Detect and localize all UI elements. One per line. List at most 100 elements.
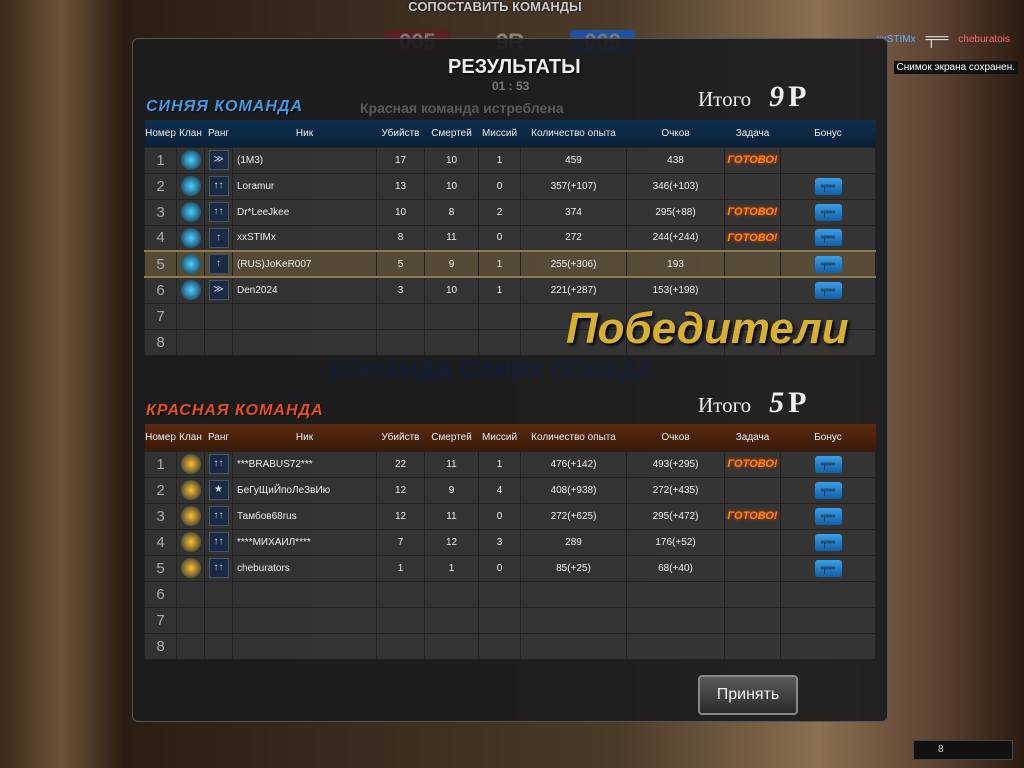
exp-cell — [520, 328, 627, 356]
bonus-weapon-icon[interactable]: ╤═ — [814, 229, 842, 247]
column-header[interactable]: Клан — [176, 424, 205, 451]
column-header[interactable]: Убийств — [376, 424, 425, 451]
task-cell — [724, 328, 781, 356]
player-nick — [232, 302, 377, 330]
column-header[interactable]: Очков — [626, 120, 725, 147]
eliminated-message: Красная команда истреблена — [360, 100, 564, 116]
bonus-weapon-icon[interactable]: ╤═ — [814, 559, 842, 577]
row-number: 6 — [144, 580, 177, 608]
player-row[interactable]: 5 ↑↑ cheburators 1 1 0 85(+25) 68(+40) ╤═ — [144, 554, 876, 582]
player-row[interactable]: 4 ↑↑ ****МИХАИЛ**** 7 12 3 289 176(+52) ╤═ — [144, 528, 876, 556]
kills-cell: 22 — [376, 450, 425, 478]
missions-cell: 3 — [478, 528, 521, 556]
blue-team-name: СИНЯЯ КОМАНДА — [146, 98, 304, 115]
task-cell — [724, 276, 781, 304]
kills-cell: 17 — [376, 146, 425, 174]
bonus-cell: ╤═ — [780, 502, 876, 530]
bonus-weapon-icon[interactable]: ╤═ — [814, 255, 842, 273]
row-number: 2 — [144, 172, 177, 200]
points-cell: 193 — [626, 250, 725, 278]
points-cell: 153(+198) — [626, 276, 725, 304]
column-header[interactable]: Номер — [144, 120, 177, 147]
player-row[interactable]: 1 ≫ (1M3) 17 10 1 459 438 ГОТОВО! — [144, 146, 876, 174]
bonus-cell — [780, 328, 876, 356]
deaths-cell — [424, 328, 479, 356]
bonus-cell: ╤═ — [780, 528, 876, 556]
points-cell: 244(+244) — [626, 224, 725, 252]
kill-feed: xxSTIMx ╤═ cheburatois — [877, 30, 1010, 48]
bonus-cell — [780, 580, 876, 608]
bonus-weapon-icon[interactable]: ╤═ — [814, 533, 842, 551]
column-header[interactable]: Задача — [724, 120, 781, 147]
bonus-weapon-icon[interactable]: ╤═ — [814, 507, 842, 525]
column-header[interactable]: Смертей — [424, 424, 479, 451]
rank-cell: ≫ — [204, 146, 233, 174]
kills-cell: 12 — [376, 476, 425, 504]
player-row[interactable]: 2 ↑↑ Loramur 13 10 0 357(+107) 346(+103) ╤═ — [144, 172, 876, 200]
kills-cell: 3 — [376, 276, 425, 304]
column-header[interactable]: Ник — [232, 120, 377, 147]
victory-banner: КОМАНДА СИНИХ ПОБЕДА — [330, 357, 655, 384]
deaths-cell: 10 — [424, 172, 479, 200]
rank-arrows-icon: ↑↑ — [208, 454, 229, 474]
bonus-weapon-icon[interactable]: ╤═ — [814, 281, 842, 299]
column-header[interactable]: Ранг — [204, 120, 233, 147]
bonus-weapon-icon[interactable]: ╤═ — [814, 203, 842, 221]
player-row[interactable]: 8 — [144, 328, 876, 356]
task-cell — [724, 580, 781, 608]
points-cell: 493(+295) — [626, 450, 725, 478]
total-unit: Р — [788, 80, 807, 113]
player-row[interactable]: 2 ★ БеГуЩиЙпоЛеЗвИю 12 9 4 408(+938) 272(+435) ╤… — [144, 476, 876, 504]
player-row[interactable]: 7 — [144, 606, 876, 634]
column-header[interactable]: Миссий — [478, 120, 521, 147]
player-row[interactable]: 5 ↑ (RUS)JoKeR007 5 9 1 255(+306) 193 ╤═ — [144, 250, 876, 278]
column-header[interactable]: Количество опыта — [520, 120, 627, 147]
missions-cell — [478, 632, 521, 660]
winner-stamp: Победители — [566, 304, 849, 353]
player-nick: (1M3) — [232, 146, 377, 174]
deaths-cell: 9 — [424, 476, 479, 504]
missions-cell: 0 — [478, 172, 521, 200]
bonus-weapon-icon[interactable]: ╤═ — [814, 481, 842, 499]
column-header[interactable]: Бонус — [780, 424, 876, 451]
column-header[interactable]: Номер — [144, 424, 177, 451]
screenshot-notice: Снимок экрана сохранен. — [893, 61, 1018, 74]
column-header[interactable]: Убийств — [376, 120, 425, 147]
rank-cell — [204, 632, 233, 660]
accept-button[interactable]: Принять — [698, 675, 798, 715]
player-row[interactable]: 8 — [144, 632, 876, 660]
column-header[interactable]: Смертей — [424, 120, 479, 147]
column-header[interactable]: Клан — [176, 120, 205, 147]
rank-arrow-icon: ↑ — [208, 254, 229, 274]
clan-emblem-icon — [180, 506, 201, 526]
player-row[interactable]: 6 ≫ Den2024 3 10 1 221(+287) 153(+198) ╤═ — [144, 276, 876, 304]
player-row[interactable]: 1 ↑↑ ***BRABUS72*** 22 11 1 476(+142) 493(+295)… — [144, 450, 876, 478]
deaths-cell: 10 — [424, 146, 479, 174]
player-row[interactable]: 7 — [144, 302, 876, 330]
column-header[interactable]: Очков — [626, 424, 725, 451]
player-nick: cheburators — [232, 554, 377, 582]
column-header[interactable]: Бонус — [780, 120, 876, 147]
player-row[interactable]: 4 ↑ xxSTIMx 8 11 0 272 244(+244) ГОТОВО! ╤═ — [144, 224, 876, 252]
column-header[interactable]: Количество опыта — [520, 424, 627, 451]
bonus-weapon-icon[interactable]: ╤═ — [814, 455, 842, 473]
bonus-weapon-icon[interactable]: ╤═ — [814, 177, 842, 195]
player-nick — [232, 632, 377, 660]
task-cell: ГОТОВО! — [724, 450, 781, 478]
player-row[interactable]: 3 ↑↑ Dr*LeeJkee 10 8 2 374 295(+88) ГОТОВО! ╤═ — [144, 198, 876, 226]
column-header[interactable]: Миссий — [478, 424, 521, 451]
task-cell — [724, 476, 781, 504]
column-header[interactable]: Задача — [724, 424, 781, 451]
exp-cell: 357(+107) — [520, 172, 627, 200]
points-cell: 272(+435) — [626, 476, 725, 504]
player-row[interactable]: 6 — [144, 580, 876, 608]
rank-cell: ↑ — [204, 250, 233, 278]
exp-cell: 459 — [520, 146, 627, 174]
victim-name: cheburatois — [958, 33, 1010, 45]
kills-cell: 1 — [376, 554, 425, 582]
player-row[interactable]: 3 ↑↑ Тамбов68rus 12 11 0 272(+625) 295(+472) ГОТ… — [144, 502, 876, 530]
column-header[interactable]: Ранг — [204, 424, 233, 451]
column-header[interactable]: Ник — [232, 424, 377, 451]
kills-cell — [376, 606, 425, 634]
exp-cell: 255(+306) — [520, 250, 627, 278]
